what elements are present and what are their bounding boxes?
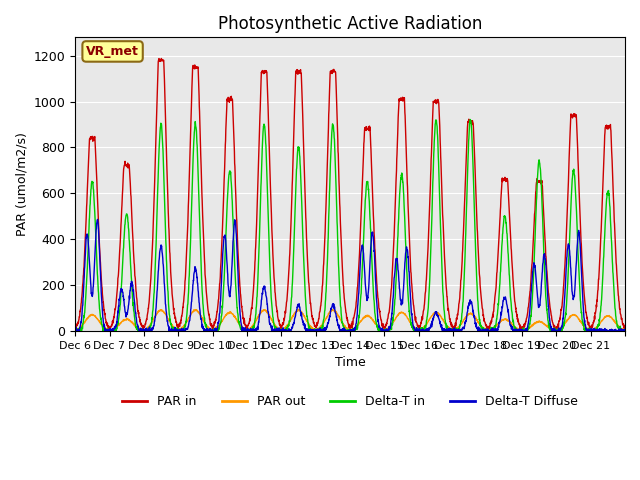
Line: PAR in: PAR in [75,59,625,330]
Delta-T Diffuse [547,324,555,329]
PAR in [621,325,629,331]
Delta-T Diffuse [93,216,101,222]
Delta-T in [621,326,629,332]
PAR in [614,283,621,288]
Delta-T in [71,327,79,333]
Delta-T Diffuse [71,328,79,334]
PAR out [126,318,134,324]
Delta-T Diffuse [614,327,621,333]
PAR in [245,320,253,326]
Delta-T in [72,328,79,334]
PAR in [157,56,165,61]
Delta-T in [516,328,524,334]
PAR out [71,326,79,332]
PAR out [614,323,621,329]
Line: PAR out: PAR out [75,309,625,331]
Line: Delta-T Diffuse: Delta-T Diffuse [75,219,625,331]
Text: VR_met: VR_met [86,45,139,58]
Delta-T in [383,328,391,334]
PAR out [547,326,555,332]
Y-axis label: PAR (umol/m2/s): PAR (umol/m2/s) [15,132,28,236]
PAR out [346,328,353,334]
PAR in [547,311,555,316]
PAR out [383,326,391,332]
Delta-T in [245,328,253,334]
Legend: PAR in, PAR out, Delta-T in, Delta-T Diffuse: PAR in, PAR out, Delta-T in, Delta-T Dif… [117,390,583,413]
Delta-T Diffuse [621,326,629,332]
Delta-T in [127,257,134,263]
PAR out [295,306,303,312]
PAR out [245,326,253,332]
PAR in [140,327,147,333]
Delta-T in [547,327,555,333]
X-axis label: Time: Time [335,356,365,369]
Delta-T Diffuse [516,326,524,332]
PAR in [71,325,79,331]
Delta-T in [614,323,621,328]
PAR in [516,325,524,331]
Title: Photosynthetic Active Radiation: Photosynthetic Active Radiation [218,15,483,33]
Delta-T Diffuse [127,288,134,293]
Delta-T Diffuse [245,328,253,334]
PAR out [516,327,524,333]
Delta-T in [467,117,474,122]
Delta-T Diffuse [383,328,391,334]
PAR out [621,327,629,333]
PAR in [383,316,391,322]
PAR in [126,177,134,183]
Line: Delta-T in: Delta-T in [75,120,625,331]
